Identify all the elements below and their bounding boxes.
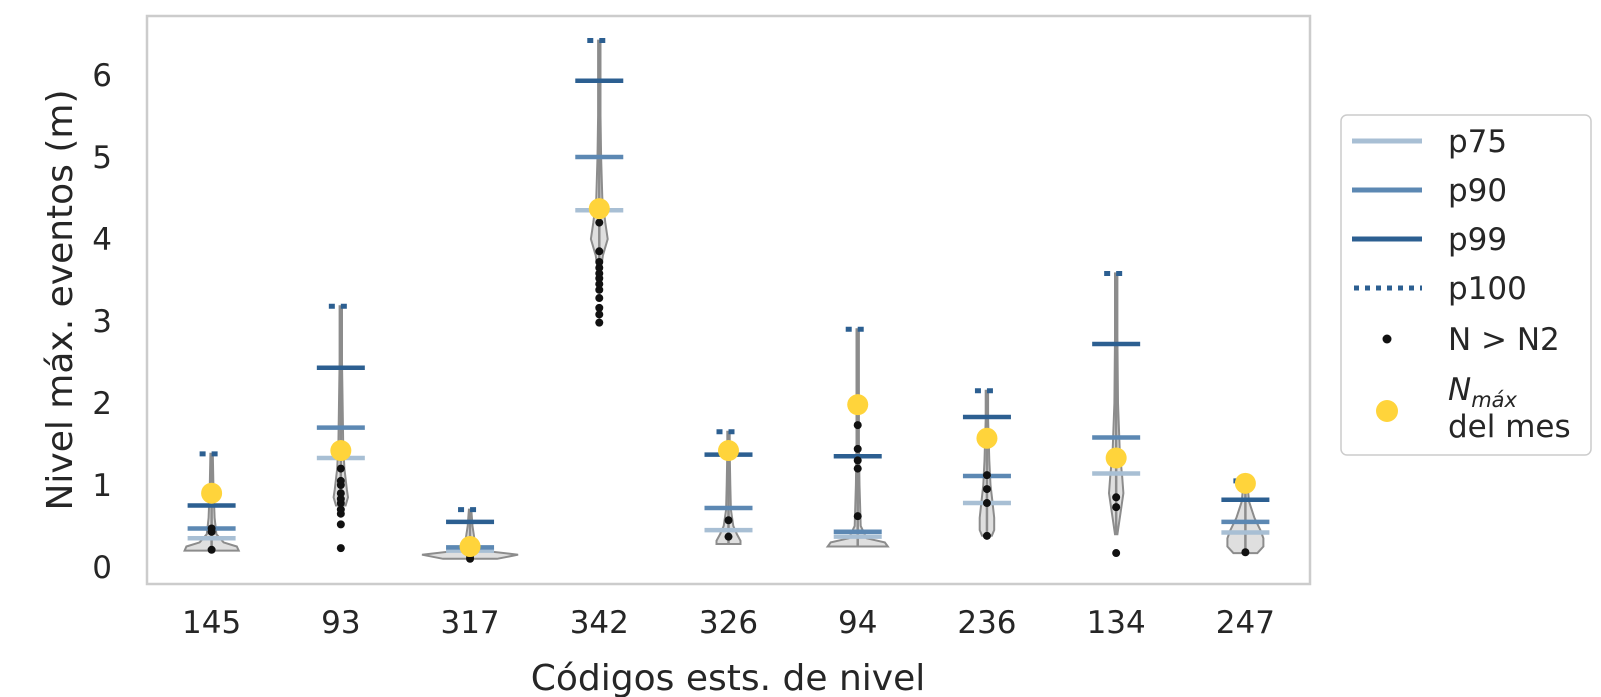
legend-nmax-label: Nmáx — [1448, 372, 1518, 412]
x-axis-label: Códigos ests. de nivel — [531, 658, 925, 697]
plot-frame — [145, 14, 1312, 586]
station-group-317 — [421, 507, 519, 563]
exceed-point — [853, 512, 862, 521]
y-tick-label: 5 — [92, 140, 112, 176]
station-group-342 — [575, 38, 624, 327]
legend-frame — [1340, 114, 1592, 456]
x-tick-label: 93 — [321, 605, 360, 641]
nmax-point — [588, 198, 610, 220]
legend-p100-label: p100 — [1448, 271, 1527, 307]
exceed-point — [595, 303, 604, 312]
exceed-point — [336, 494, 345, 503]
exceed-point — [336, 544, 345, 553]
exceed-point — [853, 456, 862, 465]
exceed-point — [336, 476, 345, 485]
exceed-point — [207, 524, 216, 533]
y-axis-label: Nivel máx. eventos (m) — [40, 89, 81, 510]
y-tick-label: 2 — [92, 386, 112, 422]
station-group-145 — [183, 451, 241, 554]
nmax-point — [459, 536, 481, 557]
y-tick-label: 0 — [92, 550, 112, 586]
exceed-point — [336, 520, 345, 529]
exceed-point — [595, 247, 604, 256]
legend-nmax-dot — [1376, 400, 1398, 422]
x-tick-label: 247 — [1216, 605, 1275, 641]
exceed-point — [724, 516, 733, 525]
x-axis: 145 93 317 342 326 94 236 134 247 — [182, 605, 1275, 641]
legend-nmax-line2: del mes — [1448, 409, 1571, 445]
exceed-point — [595, 318, 604, 327]
station-group-93 — [316, 303, 365, 553]
legend-nmax-symbol: N — [1448, 372, 1471, 408]
nmax-point — [1234, 472, 1256, 494]
exceed-point — [982, 531, 991, 540]
x-tick-label: 236 — [957, 605, 1016, 641]
legend-exceed-dot — [1382, 334, 1392, 344]
exceed-point — [207, 545, 216, 554]
exceed-point — [982, 485, 991, 494]
x-tick-label: 145 — [182, 605, 241, 641]
nmax-point — [330, 440, 352, 462]
x-tick-label: 94 — [838, 605, 877, 641]
station-group-236 — [962, 388, 1011, 540]
legend-p75-label: p75 — [1448, 124, 1507, 160]
plot-area — [183, 38, 1270, 563]
legend-exceed-label: N > N2 — [1448, 322, 1560, 358]
exceed-point — [595, 310, 604, 319]
exceed-point — [1241, 548, 1250, 557]
exceed-point — [595, 257, 604, 266]
x-tick-label: 326 — [699, 605, 758, 641]
y-tick-label: 3 — [92, 304, 112, 340]
nmax-point — [976, 427, 998, 449]
nmax-point — [847, 394, 869, 416]
exceed-point — [595, 294, 604, 303]
legend: p75 p90 p99 p100 N > N2 Nmáx del mes — [1340, 114, 1592, 456]
y-tick-label: 6 — [92, 58, 112, 94]
x-tick-label: 134 — [1087, 605, 1146, 641]
exceed-point — [982, 471, 991, 480]
station-group-247 — [1221, 472, 1270, 557]
x-tick-label: 342 — [570, 605, 629, 641]
legend-p90-label: p90 — [1448, 173, 1507, 209]
exceed-point — [595, 285, 604, 294]
y-tick-label: 1 — [92, 468, 112, 504]
exceed-point — [853, 421, 862, 430]
exceed-point — [724, 532, 733, 541]
exceed-point — [1112, 493, 1121, 502]
exceed-point — [595, 280, 604, 289]
exceed-point — [1112, 503, 1121, 512]
nmax-point — [1105, 447, 1127, 469]
legend-p99-label: p99 — [1448, 222, 1507, 258]
exceed-point — [595, 218, 604, 227]
exceed-point — [595, 269, 604, 278]
station-group-94 — [825, 326, 890, 548]
y-axis: 0 1 2 3 4 5 6 — [92, 58, 112, 586]
legend-nmax-sub: máx — [1471, 388, 1517, 412]
exceed-point — [982, 499, 991, 508]
exceed-point — [1112, 549, 1121, 558]
x-tick-label: 317 — [440, 605, 499, 641]
exceed-point — [336, 505, 345, 514]
exceed-point — [853, 444, 862, 453]
station-group-134 — [1092, 270, 1141, 558]
y-tick-label: 4 — [92, 222, 112, 258]
nmax-point — [718, 440, 739, 462]
nmax-point — [201, 482, 223, 504]
exceed-point — [595, 263, 604, 272]
exceed-point — [336, 489, 345, 498]
exceed-point — [853, 464, 862, 473]
station-group-326 — [704, 429, 753, 545]
exceed-point — [336, 464, 345, 473]
